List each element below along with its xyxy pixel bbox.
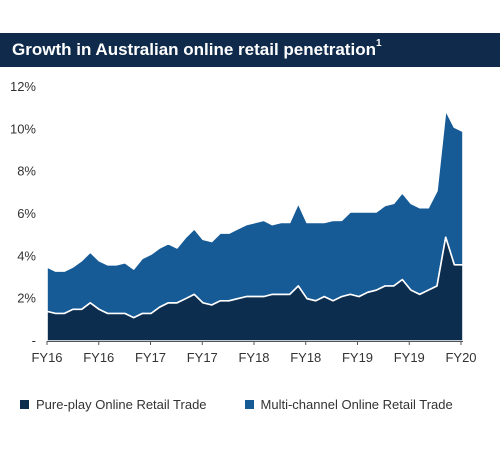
- x-tick-label: FY19: [394, 350, 425, 365]
- legend-swatch-pure-play: [20, 400, 29, 409]
- legend-label-multi-channel: Multi-channel Online Retail Trade: [260, 397, 453, 412]
- y-tick-label: 10%: [10, 121, 36, 136]
- chart-title-bar: Growth in Australian online retail penet…: [0, 33, 500, 67]
- x-tick-label: FY20: [445, 350, 476, 365]
- title-footnote-marker: 1: [375, 38, 382, 50]
- chart-legend: Pure-play Online Retail Trade Multi-chan…: [20, 397, 453, 412]
- x-tick-label: FY17: [187, 350, 218, 365]
- x-tick-label: FY16: [31, 350, 62, 365]
- y-tick-label: 2%: [17, 291, 36, 306]
- y-tick-label: 4%: [17, 248, 36, 263]
- legend-swatch-multi-channel: [244, 400, 254, 409]
- x-tick-label: FY19: [342, 350, 373, 365]
- legend-item-multi-channel: Multi-channel Online Retail Trade: [244, 397, 453, 412]
- y-tick-label: 8%: [17, 164, 36, 179]
- y-tick-label: 12%: [10, 79, 36, 94]
- legend-label-pure-play: Pure-play Online Retail Trade: [36, 397, 207, 412]
- y-tick-label: 6%: [17, 206, 36, 221]
- y-tick-label: -: [32, 333, 36, 348]
- x-tick-label: FY18: [238, 350, 269, 365]
- x-tick-label: FY17: [135, 350, 166, 365]
- legend-item-pure-play: Pure-play Online Retail Trade: [20, 397, 207, 412]
- x-tick-label: FY16: [83, 350, 114, 365]
- x-tick-label: FY18: [290, 350, 321, 365]
- chart-title: Growth in Australian online retail penet…: [12, 38, 382, 59]
